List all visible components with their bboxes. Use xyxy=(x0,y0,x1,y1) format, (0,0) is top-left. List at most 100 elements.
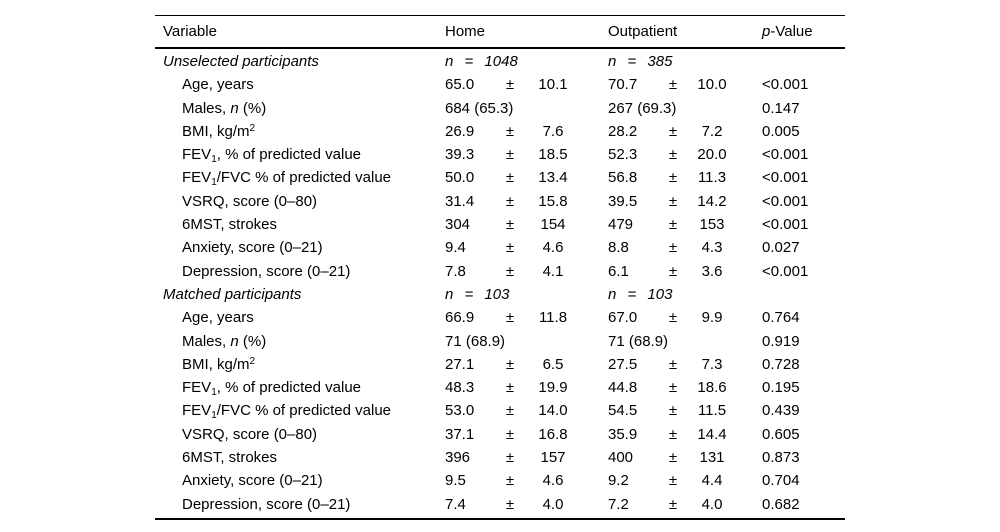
home-value: 396 xyxy=(445,449,471,467)
outpatient-plus-minus: ± xyxy=(668,472,678,490)
home-plus-minus: ± xyxy=(505,309,515,327)
home-sd: 13.4 xyxy=(538,169,568,187)
table-row: FEV1, % of predicted value 48.3 ±19.9 44.8 ±… xyxy=(155,376,845,399)
variable-text: Age, years xyxy=(182,309,254,327)
home-plus-minus: ± xyxy=(505,262,515,280)
outpatient-value: 6.1 xyxy=(608,262,629,280)
home-plus-minus: ± xyxy=(505,425,515,443)
table-row: Depression, score (0–21) 7.8 ±4.1 6.1 ±3.6 <0… xyxy=(155,260,845,283)
pvalue-cell: 0.764 xyxy=(762,309,800,327)
home-plus-minus: ± xyxy=(505,449,515,467)
section-label: Unselected participants xyxy=(163,53,319,70)
variable-text: 6MST, strokes xyxy=(182,449,278,467)
variable-text: n xyxy=(230,99,239,117)
table-row: Anxiety, score (0–21) 9.4 ±4.6 8.8 ±4.3 0.027 xyxy=(155,236,845,259)
outpatient-plus-minus: ± xyxy=(668,309,678,327)
home-sd: 11.8 xyxy=(538,309,568,327)
table-row: BMI, kg/m2 27.1 ±6.5 27.5 ±7.3 0.728 xyxy=(155,353,845,376)
home-sd: 15.8 xyxy=(538,192,568,210)
variable-cell: VSRQ, score (0–80) xyxy=(155,423,445,446)
outpatient-value: 56.8 xyxy=(608,169,638,187)
variable-text: 1 xyxy=(211,410,217,422)
home-plus-minus: ± xyxy=(505,169,515,187)
pvalue-cell: 0.873 xyxy=(762,449,800,467)
table-row: BMI, kg/m2 26.9 ±7.6 28.2 ±7.2 0.005 xyxy=(155,120,845,143)
variable-text: FEV xyxy=(182,146,212,164)
home-sd: 4.6 xyxy=(542,472,564,490)
variable-cell: FEV1, % of predicted value xyxy=(155,376,445,399)
outpatient-value: 479 xyxy=(608,216,634,234)
outpatient-plus-minus: ± xyxy=(668,402,678,420)
variable-cell: Age, years xyxy=(155,73,445,96)
section-home-n: n = 103 xyxy=(445,285,510,303)
home-value: 50.0 xyxy=(445,169,475,187)
table-row: FEV1/FVC % of predicted value 50.0 ±13.4 56… xyxy=(155,166,845,189)
outpatient-value: 70.7 xyxy=(608,76,638,94)
variable-cell: Males, n (%) xyxy=(155,330,445,353)
column-header-variable: Variable xyxy=(163,23,217,40)
home-sd: 157 xyxy=(540,449,566,467)
home-sd: 4.0 xyxy=(542,495,564,513)
variable-text: (%) xyxy=(238,332,267,350)
pvalue-p-letter: p xyxy=(762,23,771,40)
column-header-pvalue: p-Value xyxy=(762,23,845,40)
outpatient-plus-minus: ± xyxy=(668,239,678,257)
table-body: Unselected participants n = 1048 n = 385 Ag… xyxy=(155,49,845,520)
outpatient-sd: 14.2 xyxy=(697,192,727,210)
table-row: 6MST, strokes 304 ±154 479 ±153 <0.001 xyxy=(155,213,845,236)
variable-cell: BMI, kg/m2 xyxy=(155,120,445,143)
outpatient-plus-minus: ± xyxy=(668,379,678,397)
outpatient-value: 67.0 xyxy=(608,309,638,327)
column-header-outpatient: Outpatient xyxy=(608,23,678,40)
home-value: 71 (68.9) xyxy=(445,332,506,350)
variable-text: 2 xyxy=(249,355,256,367)
home-value: 39.3 xyxy=(445,146,475,164)
home-value: 7.8 xyxy=(445,262,466,280)
outpatient-value: 267 (69.3) xyxy=(608,99,677,117)
variable-cell: VSRQ, score (0–80) xyxy=(155,190,445,213)
home-sd: 7.6 xyxy=(542,122,564,140)
pvalue-cell: 0.605 xyxy=(762,425,800,443)
home-sd: 6.5 xyxy=(542,355,564,373)
variable-cell: BMI, kg/m2 xyxy=(155,353,445,376)
table-row: Age, years 65.0 ±10.1 70.7 ±10.0 <0.001 xyxy=(155,73,845,96)
home-value: 684 (65.3) xyxy=(445,99,514,117)
variable-cell: Depression, score (0–21) xyxy=(155,260,445,283)
outpatient-value: 400 xyxy=(608,449,634,467)
home-plus-minus: ± xyxy=(505,239,515,257)
outpatient-plus-minus: ± xyxy=(668,355,678,373)
home-value: 7.4 xyxy=(445,495,466,513)
outpatient-plus-minus: ± xyxy=(668,76,678,94)
variable-text: Males, xyxy=(182,332,231,350)
outpatient-plus-minus: ± xyxy=(668,169,678,187)
table-row: VSRQ, score (0–80) 31.4 ±15.8 39.5 ±14.2 <0.0… xyxy=(155,190,845,213)
pvalue-cell: <0.001 xyxy=(762,76,809,94)
outpatient-sd: 153 xyxy=(699,216,725,234)
outpatient-plus-minus: ± xyxy=(668,146,678,164)
home-sd: 10.1 xyxy=(538,76,568,94)
table-row: Anxiety, score (0–21) 9.5 ±4.6 9.2 ±4.4 0.704 xyxy=(155,469,845,492)
outpatient-plus-minus: ± xyxy=(668,425,678,443)
outpatient-sd: 9.9 xyxy=(701,309,723,327)
participants-table: Variable Home Outpatient p-Value Unselec… xyxy=(155,15,845,520)
variable-text: FEV xyxy=(182,169,212,187)
table-row: Males, n (%) 71 (68.9) 71 (68.9) 0.919 xyxy=(155,330,845,353)
variable-text: , % of predicted value xyxy=(216,379,362,397)
home-value: 304 xyxy=(445,216,471,234)
variable-cell: FEV1, % of predicted value xyxy=(155,143,445,166)
home-sd: 154 xyxy=(540,216,566,234)
variable-text: VSRQ, score (0–80) xyxy=(182,425,318,443)
outpatient-sd: 7.2 xyxy=(701,122,723,140)
outpatient-value: 28.2 xyxy=(608,122,638,140)
pvalue-cell: 0.919 xyxy=(762,332,800,350)
pvalue-cell: <0.001 xyxy=(762,169,809,187)
pvalue-cell: <0.001 xyxy=(762,262,809,280)
outpatient-sd: 11.3 xyxy=(697,169,727,187)
pvalue-cell: 0.728 xyxy=(762,355,800,373)
outpatient-sd: 11.5 xyxy=(697,402,727,420)
column-header-home: Home xyxy=(445,23,486,40)
outpatient-plus-minus: ± xyxy=(668,192,678,210)
pvalue-cell: 0.005 xyxy=(762,122,800,140)
outpatient-sd: 131 xyxy=(699,449,725,467)
